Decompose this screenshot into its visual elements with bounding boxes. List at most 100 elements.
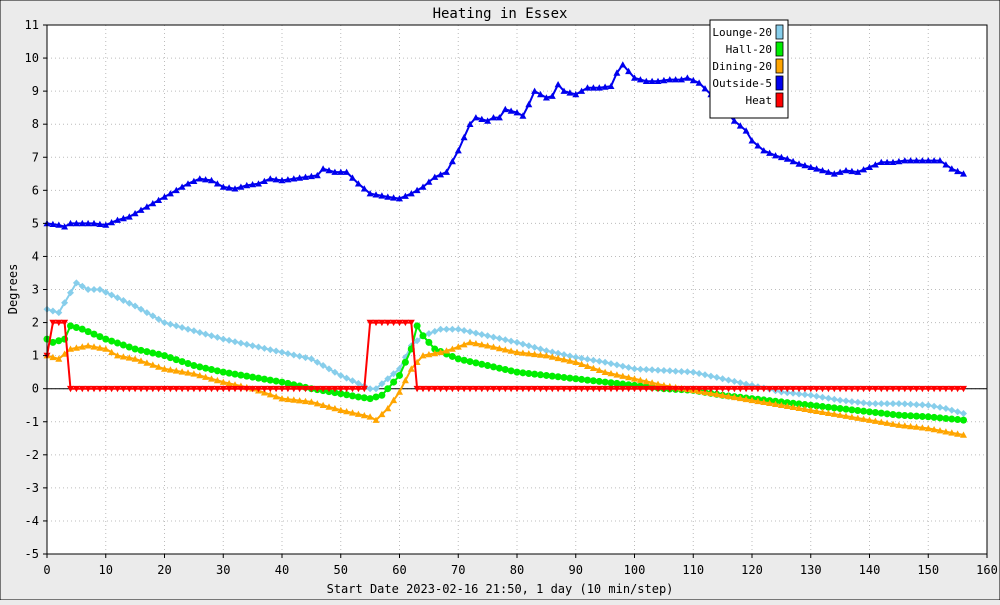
data-point-heat	[777, 385, 785, 393]
data-point-outside-5	[866, 163, 873, 170]
data-point-hall-20	[155, 350, 163, 358]
data-point-outside-5	[249, 181, 257, 188]
data-point-dining-20	[654, 380, 662, 387]
x-tick-label: 0	[43, 563, 50, 577]
data-point-heat	[237, 385, 245, 393]
data-point-outside-5	[584, 84, 591, 91]
data-point-dining-20	[490, 343, 497, 350]
data-point-lounge-20	[372, 385, 380, 393]
y-tick-label: 1	[32, 349, 39, 363]
data-point-lounge-20	[678, 368, 685, 375]
data-point-dining-20	[72, 344, 80, 351]
data-point-lounge-20	[883, 400, 891, 408]
data-point-lounge-20	[378, 380, 386, 388]
data-point-outside-5	[155, 196, 163, 203]
y-tick-label: 3	[32, 283, 39, 297]
data-point-outside-5	[61, 223, 69, 230]
data-point-outside-5	[631, 74, 638, 81]
data-point-dining-20	[907, 422, 915, 430]
data-point-lounge-20	[196, 329, 204, 336]
data-point-heat	[954, 385, 962, 393]
data-point-hall-20	[472, 359, 480, 367]
data-point-lounge-20	[284, 350, 292, 358]
data-point-heat	[278, 385, 286, 393]
legend-swatch-lounge-20	[775, 24, 784, 40]
series-outside-5	[43, 61, 967, 230]
data-point-heat	[331, 385, 339, 393]
y-tick-label: 8	[32, 117, 39, 131]
data-point-heat	[801, 385, 809, 393]
data-point-dining-20	[736, 394, 744, 402]
data-point-dining-20	[777, 401, 785, 408]
data-point-outside-5	[302, 173, 309, 180]
data-point-outside-5	[90, 219, 98, 227]
data-point-dining-20	[918, 424, 926, 431]
data-point-heat	[636, 385, 644, 393]
data-point-heat	[249, 385, 257, 393]
data-point-outside-5	[666, 76, 674, 83]
data-point-lounge-20	[860, 399, 868, 407]
data-point-lounge-20	[589, 356, 597, 364]
data-point-lounge-20	[531, 343, 539, 351]
data-point-lounge-20	[443, 325, 450, 333]
data-point-dining-20	[196, 372, 204, 379]
data-point-outside-5	[108, 219, 116, 226]
data-point-dining-20	[478, 341, 486, 348]
legend-box	[709, 19, 789, 119]
data-point-lounge-20	[695, 370, 703, 377]
data-point-dining-20	[78, 343, 86, 350]
data-point-dining-20	[272, 393, 280, 400]
data-point-dining-20	[396, 388, 403, 395]
data-point-lounge-20	[742, 380, 750, 388]
data-point-outside-5	[255, 180, 262, 187]
data-point-lounge-20	[490, 333, 497, 341]
data-point-heat	[419, 385, 427, 393]
data-point-heat	[125, 385, 133, 393]
x-axis-label: Start Date 2023-02-16 21:50, 1 day (10 m…	[327, 582, 674, 596]
data-point-lounge-20	[219, 335, 227, 343]
data-point-heat	[942, 385, 950, 393]
data-point-lounge-20	[143, 309, 151, 317]
data-point-lounge-20	[225, 336, 233, 344]
data-point-lounge-20	[337, 372, 345, 379]
data-point-dining-20	[842, 412, 850, 419]
x-tick-label: 140	[859, 563, 881, 577]
data-point-lounge-20	[290, 351, 298, 359]
data-point-dining-20	[519, 349, 527, 356]
data-point-heat	[836, 385, 844, 393]
legend-swatch-heat	[775, 92, 784, 108]
data-point-hall-20	[125, 343, 133, 351]
data-point-hall-20	[413, 322, 421, 330]
axis-layer: 0 10 20 30 40 50 60 70 80 90 100 110 120 130 140 150 160…	[25, 18, 998, 577]
data-point-lounge-20	[354, 379, 362, 387]
data-point-outside-5	[307, 172, 315, 180]
data-point-lounge-20	[84, 286, 92, 293]
data-point-outside-5	[290, 175, 298, 182]
data-point-heat	[325, 385, 333, 393]
data-point-lounge-20	[713, 373, 721, 381]
data-point-outside-5	[801, 162, 809, 169]
data-point-dining-20	[595, 366, 603, 373]
data-point-lounge-20	[848, 398, 856, 406]
data-point-heat	[284, 385, 292, 393]
x-tick-label: 10	[99, 563, 113, 577]
data-point-lounge-20	[795, 390, 803, 398]
data-point-heat	[102, 385, 110, 393]
data-point-heat	[918, 385, 926, 393]
data-point-heat	[466, 385, 474, 393]
data-point-lounge-20	[448, 325, 456, 333]
data-point-dining-20	[531, 350, 539, 358]
data-point-dining-20	[942, 428, 950, 435]
data-point-dining-20	[325, 403, 333, 410]
data-point-lounge-20	[272, 347, 280, 355]
data-point-lounge-20	[513, 338, 521, 346]
data-point-hall-20	[948, 415, 956, 423]
data-point-heat	[290, 385, 298, 393]
data-point-outside-5	[49, 220, 57, 227]
data-point-lounge-20	[654, 366, 662, 374]
data-point-heat	[960, 385, 967, 393]
data-point-dining-20	[219, 378, 227, 385]
data-point-hall-20	[166, 354, 174, 362]
data-point-dining-20	[161, 365, 168, 372]
